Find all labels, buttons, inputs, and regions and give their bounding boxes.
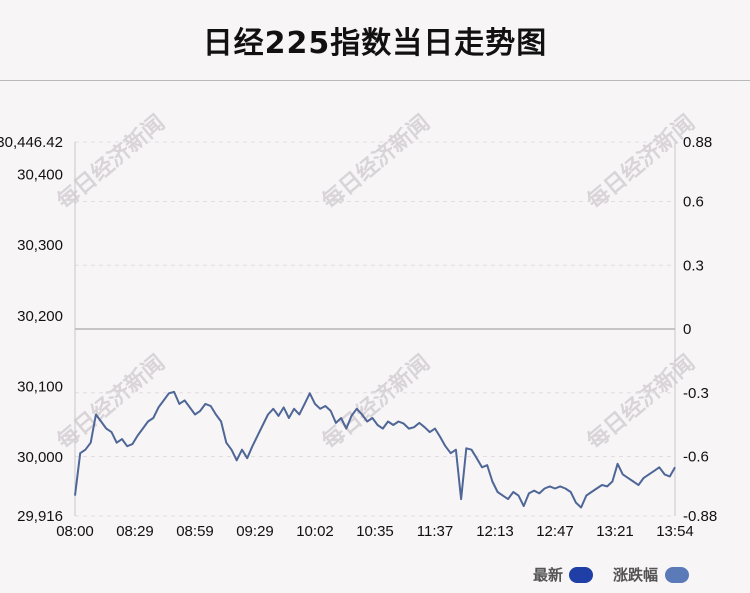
y-left-tick-label: 30,000 (17, 449, 63, 466)
y-left-tick-label: 30,300 (17, 237, 63, 254)
x-tick-label: 10:02 (296, 523, 334, 540)
watermark-text: 每日经济新闻 (582, 350, 700, 455)
legend-swatch[interactable] (665, 567, 689, 583)
legend-label: 最新 (533, 566, 563, 584)
chart-gridlines (75, 141, 675, 517)
y-left-tick-label: 29,916 (17, 508, 63, 525)
y-left-tick-label: 30,200 (17, 308, 63, 325)
watermark-text: 每日经济新闻 (52, 350, 170, 455)
y-right-tick-label: 0.88 (683, 134, 712, 151)
x-tick-label: 12:47 (536, 523, 574, 540)
watermark-text: 每日经济新闻 (317, 350, 435, 455)
legend-label: 涨跌幅 (613, 566, 658, 584)
title-divider (0, 80, 750, 81)
x-tick-labels: 08:00 08:29 08:59 09:29 10:02 10:35 11:37 12:13… (56, 523, 694, 540)
legend[interactable]: 最新 涨跌幅 (533, 566, 689, 584)
y-left-tick-labels: 30,446.42 30,400 30,300 30,200 30,100 30,000 2… (0, 134, 63, 525)
x-tick-label: 09:29 (236, 523, 274, 540)
y-right-tick-label: -0.6 (683, 449, 709, 466)
y-right-tick-label: -0.88 (683, 508, 717, 525)
watermark-text: 每日经济新闻 (317, 110, 435, 215)
legend-swatch[interactable] (569, 567, 593, 583)
x-tick-label: 08:29 (116, 523, 154, 540)
x-tick-label: 08:59 (176, 523, 214, 540)
y-right-tick-label: -0.3 (683, 385, 709, 402)
x-tick-label: 12:13 (476, 523, 514, 540)
y-right-tick-labels: 0.88 0.6 0.3 0 -0.3 -0.6 -0.88 (683, 134, 717, 525)
x-tick-label: 11:37 (417, 523, 453, 540)
y-right-tick-label: 0 (683, 321, 691, 338)
y-left-tick-label: 30,446.42 (0, 134, 63, 151)
y-left-tick-label: 30,100 (17, 378, 63, 395)
y-right-tick-label: 0.6 (683, 194, 704, 211)
x-tick-label: 13:54 (656, 523, 694, 540)
y-left-tick-label: 30,400 (17, 167, 63, 184)
chart-title: 日经225指数当日走势图 (202, 26, 548, 61)
series-line-nikkei (74, 390, 676, 509)
watermark-text: 每日经济新闻 (52, 110, 170, 215)
x-tick-label: 13:21 (596, 523, 634, 540)
y-right-tick-label: 0.3 (683, 257, 704, 274)
x-tick-label: 10:35 (356, 523, 394, 540)
x-tick-label: 08:00 (56, 523, 94, 540)
